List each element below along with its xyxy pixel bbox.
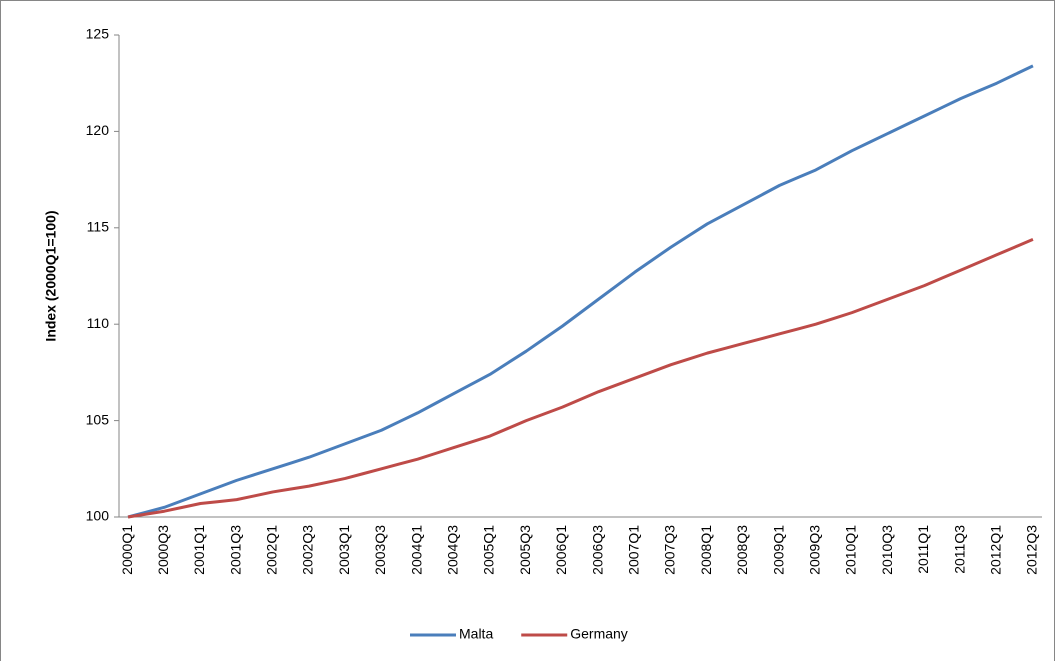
x-tick-label: 2012Q3 — [1024, 525, 1040, 575]
y-tick-label: 120 — [86, 122, 110, 138]
x-tick-label: 2007Q3 — [662, 525, 678, 575]
x-tick-label: 2008Q1 — [698, 525, 714, 575]
y-tick-label: 110 — [87, 315, 110, 331]
legend-label: Germany — [570, 626, 628, 642]
y-tick-label: 115 — [87, 219, 110, 235]
x-tick-label: 2003Q3 — [372, 525, 388, 575]
y-axis-title: Index (2000Q1=100) — [43, 210, 59, 341]
legend-label: Malta — [459, 626, 493, 642]
x-tick-label: 2010Q3 — [879, 525, 895, 575]
x-tick-label: 2008Q3 — [734, 525, 750, 575]
data-line — [127, 64, 1034, 519]
y-tick-label: 125 — [86, 26, 110, 42]
data-line — [127, 237, 1034, 519]
x-tick-label: 2000Q3 — [155, 525, 171, 575]
x-tick-label: 2002Q3 — [300, 525, 316, 575]
x-tick-label: 2012Q1 — [987, 525, 1003, 575]
x-tick-label: 2006Q3 — [589, 525, 605, 575]
x-tick-label: 2009Q1 — [770, 525, 786, 575]
x-tick-label: 2010Q1 — [843, 525, 859, 575]
x-tick-label: 2009Q3 — [806, 525, 822, 575]
x-tick-label: 2004Q3 — [445, 525, 461, 575]
x-tick-label: 2007Q1 — [625, 525, 641, 575]
x-tick-label: 2004Q1 — [408, 525, 424, 575]
x-tick-label: 2003Q1 — [336, 525, 352, 575]
x-tick-label: 2002Q1 — [264, 525, 280, 575]
y-tick-label: 105 — [86, 411, 110, 427]
x-tick-label: 2011Q1 — [915, 525, 931, 574]
x-tick-label: 2000Q1 — [119, 525, 135, 575]
x-tick-label: 2001Q3 — [227, 525, 243, 575]
x-tick-label: 2006Q1 — [553, 525, 569, 575]
x-tick-label: 2005Q3 — [517, 525, 533, 575]
y-tick-label: 100 — [86, 508, 110, 524]
x-tick-label: 2001Q1 — [191, 525, 207, 575]
x-tick-label: 2011Q3 — [951, 525, 967, 574]
x-tick-label: 2005Q1 — [481, 525, 497, 575]
